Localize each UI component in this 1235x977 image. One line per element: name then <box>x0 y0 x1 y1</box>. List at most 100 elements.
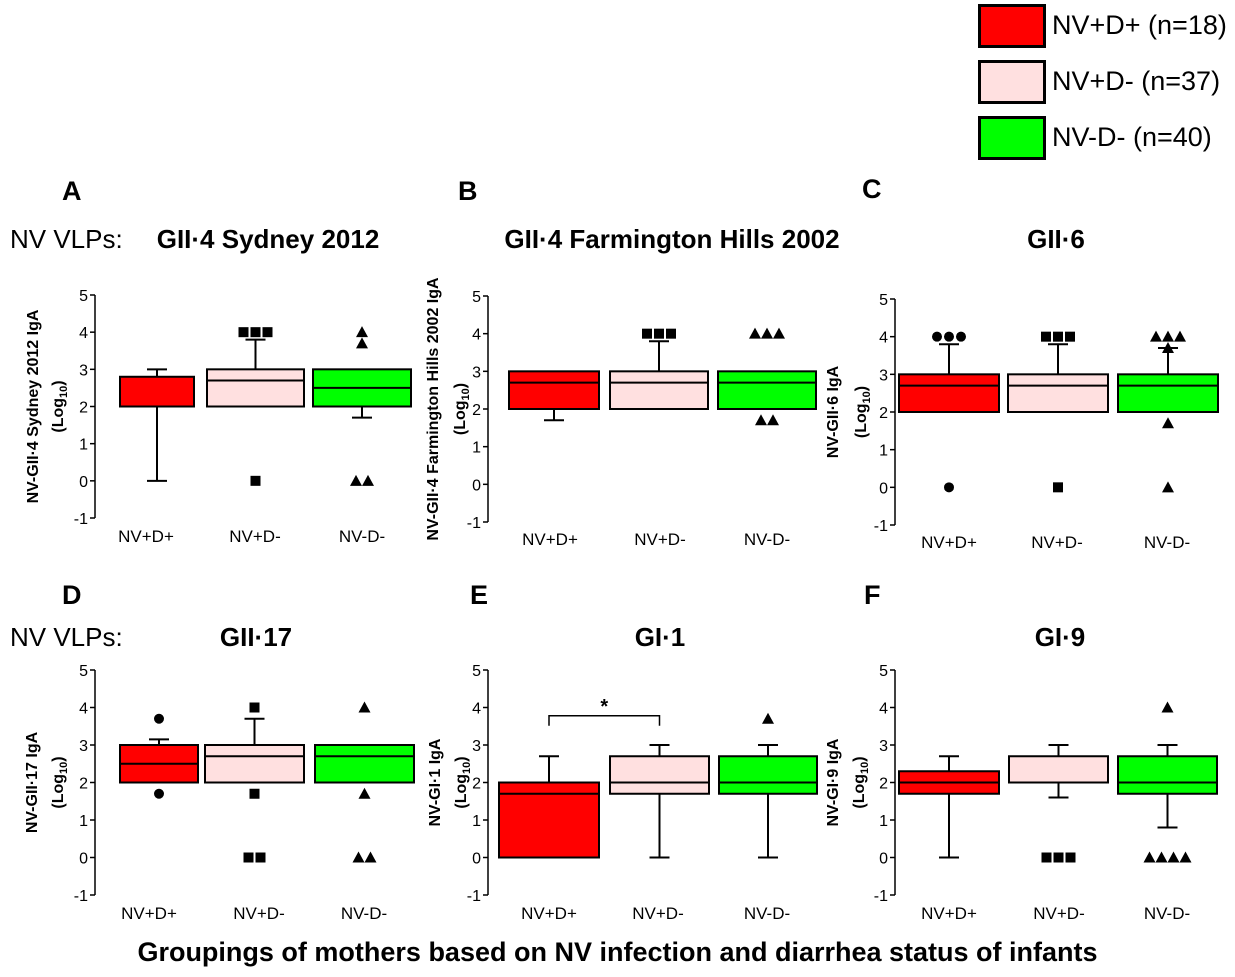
y-tick-label: 5 <box>879 663 888 680</box>
box-nvposdneg <box>609 744 710 859</box>
box-nvnegdneg <box>312 326 412 486</box>
box-rect <box>508 370 600 411</box>
y-tick-label: 5 <box>79 288 88 305</box>
y-axis-unit: (Log10) <box>50 380 70 432</box>
legend-item-nv-d-neg: NV+D- (n=37) <box>972 60 1230 108</box>
outlier-point <box>642 328 652 339</box>
outlier-point <box>1041 331 1051 342</box>
significance-label: * <box>600 696 608 718</box>
y-tick-label: 4 <box>472 701 481 718</box>
panel-title: GII·17 <box>220 622 292 652</box>
outlier-point <box>250 475 261 486</box>
legend-item-nv-neg-d-neg: NV-D- (n=40) <box>972 116 1230 164</box>
outlier-point <box>1053 482 1063 493</box>
panel-letter: B <box>458 176 478 206</box>
box-nvposdpos <box>898 331 1000 493</box>
x-tick-label: NV+D+ <box>121 904 177 923</box>
x-tick-label: NV+D- <box>632 904 683 923</box>
outlier-point <box>755 414 767 426</box>
y-tick-label: 1 <box>879 813 888 830</box>
x-tick-label: NV+D- <box>229 527 280 546</box>
y-axis-label: NV-GII·4 Sydney 2012 IgA <box>25 309 42 503</box>
y-tick-label: 3 <box>879 367 888 384</box>
legend-label-nv-d-pos: NV+D+ (n=18) <box>1052 10 1227 40</box>
y-tick-label: 1 <box>79 437 88 454</box>
y-axis-unit: (Log10) <box>50 756 70 808</box>
y-axis-label: NV-GII·4 Farmington Hills 2002 IgA <box>425 277 442 541</box>
outlier-point <box>944 331 954 342</box>
box-rect <box>1117 755 1218 795</box>
box-nvposdpos <box>898 755 1000 859</box>
outlier-point <box>1161 701 1174 713</box>
panel-title: GII·6 <box>1027 224 1085 254</box>
y-tick-label: 0 <box>879 480 888 497</box>
box-rect <box>609 370 709 411</box>
outlier-point <box>654 328 664 339</box>
x-tick-label: NV-D- <box>1144 904 1190 923</box>
y-tick-label: 0 <box>79 851 88 868</box>
footer-title: Groupings of mothers based on NV infecti… <box>137 937 1098 967</box>
legend-label-nv-d-neg: NV+D- (n=37) <box>1052 66 1221 96</box>
y-tick-label: -1 <box>467 515 481 532</box>
panel-c: C GII·6 NV-GII·6 IgA (Log10) -1 0 1 2 3 4 5 NV+D+ NV… <box>825 174 1219 552</box>
outlier-point <box>352 851 365 863</box>
outlier-point <box>1174 330 1186 342</box>
outlier-point <box>1065 852 1076 863</box>
y-tick-label: 4 <box>472 327 481 344</box>
outlier-point <box>1053 331 1063 342</box>
y-tick-label: 2 <box>79 400 88 417</box>
box-nvposdneg <box>204 702 305 863</box>
y-tick-label: 0 <box>472 851 481 868</box>
y-axis-label: NV-GI·9 IgA <box>825 738 842 826</box>
x-tick-label: NV+D+ <box>921 904 977 923</box>
outlier-point <box>1053 852 1064 863</box>
y-tick-label: 3 <box>79 738 88 755</box>
y-tick-label: 3 <box>79 362 88 379</box>
row-label: NV VLPs: <box>10 622 123 652</box>
outlier-point <box>250 327 261 338</box>
y-axis-unit: (Log10) <box>851 756 871 808</box>
significance-bracket <box>548 715 661 726</box>
y-tick-label: 5 <box>79 663 88 680</box>
y-tick-label: 1 <box>79 813 88 830</box>
outlier-point <box>356 326 368 338</box>
y-tick-label: 2 <box>472 776 481 793</box>
box-rect <box>1008 755 1109 784</box>
legend: NV+D+ (n=18) NV+D- (n=37) NV-D- (n=40) <box>972 4 1230 164</box>
panel-b: B GII·4 Farmington Hills 2002 NV-GII·4 Far… <box>425 176 840 549</box>
outlier-point <box>350 474 362 486</box>
outlier-point <box>762 712 774 724</box>
panel-letter: F <box>864 580 881 610</box>
box-rect <box>1007 373 1109 414</box>
panel-title: GI·1 <box>635 622 686 652</box>
outlier-point <box>1167 851 1180 863</box>
box-nvposdneg <box>206 327 305 486</box>
panel-letter: A <box>62 176 82 206</box>
outlier-point <box>761 327 773 339</box>
outlier-point <box>749 327 761 339</box>
y-tick-label: 1 <box>472 813 481 830</box>
box-nvnegdneg <box>1117 701 1218 863</box>
y-axis-label: NV-GII·6 IgA <box>825 365 842 458</box>
y-tick-label: -1 <box>74 511 88 528</box>
outlier-point <box>238 327 249 338</box>
legend-swatch-nv-d-pos <box>978 4 1046 48</box>
y-tick-label: 3 <box>879 738 888 755</box>
x-tick-label: NV-D- <box>744 530 790 549</box>
box-rect <box>204 744 305 784</box>
outlier-point <box>1162 341 1174 353</box>
y-tick-label: -1 <box>467 888 481 905</box>
panel-title: GII·4 Sydney 2012 <box>157 224 380 254</box>
panel-title: GI·9 <box>1035 622 1086 652</box>
y-tick-label: -1 <box>874 888 888 905</box>
y-tick-label: 2 <box>879 405 888 422</box>
box-nvnegdneg <box>314 701 415 863</box>
outlier-point <box>255 852 266 863</box>
y-tick-label: 3 <box>472 364 481 381</box>
box-rect <box>206 368 305 408</box>
x-tick-label: NV-D- <box>341 904 387 923</box>
panel-letter: E <box>470 580 488 610</box>
outlier-point <box>1162 330 1174 342</box>
x-tick-label: NV+D- <box>1033 904 1084 923</box>
